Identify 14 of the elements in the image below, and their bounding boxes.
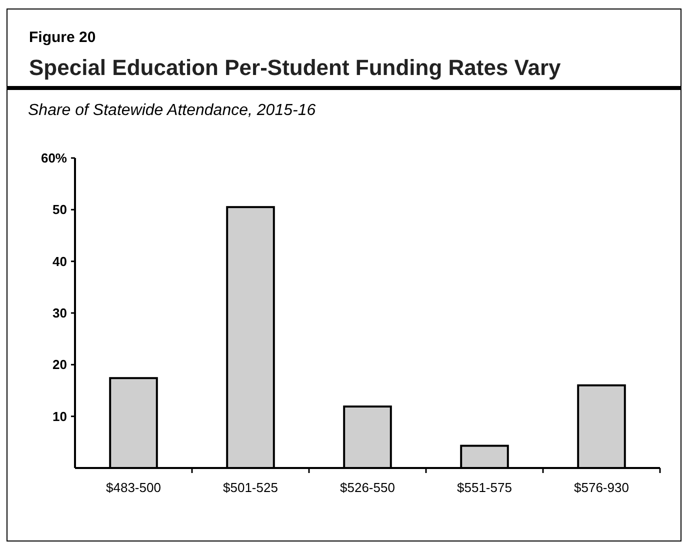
y-tick-label: 50 <box>52 202 67 218</box>
y-tick-label: 20 <box>52 357 67 372</box>
y-tick-label: 10 <box>52 408 67 424</box>
x-tick-label: $551-575 <box>457 480 512 495</box>
chart-subtitle: Share of Statewide Attendance, 2015-16 <box>28 102 316 119</box>
chart-title: Special Education Per-Student Funding Rates Vary <box>29 55 562 80</box>
x-tick-label: $576-930 <box>574 480 629 495</box>
x-tick-label: $483-500 <box>106 480 161 495</box>
x-tick-label: $526-550 <box>340 480 395 495</box>
y-tick-label: 60% <box>40 150 68 166</box>
x-tick-label: $501-525 <box>223 480 278 495</box>
y-tick-label: 30 <box>52 306 67 321</box>
caption: Figure 20 <box>29 29 96 46</box>
y-tick-label: 40 <box>52 254 67 269</box>
